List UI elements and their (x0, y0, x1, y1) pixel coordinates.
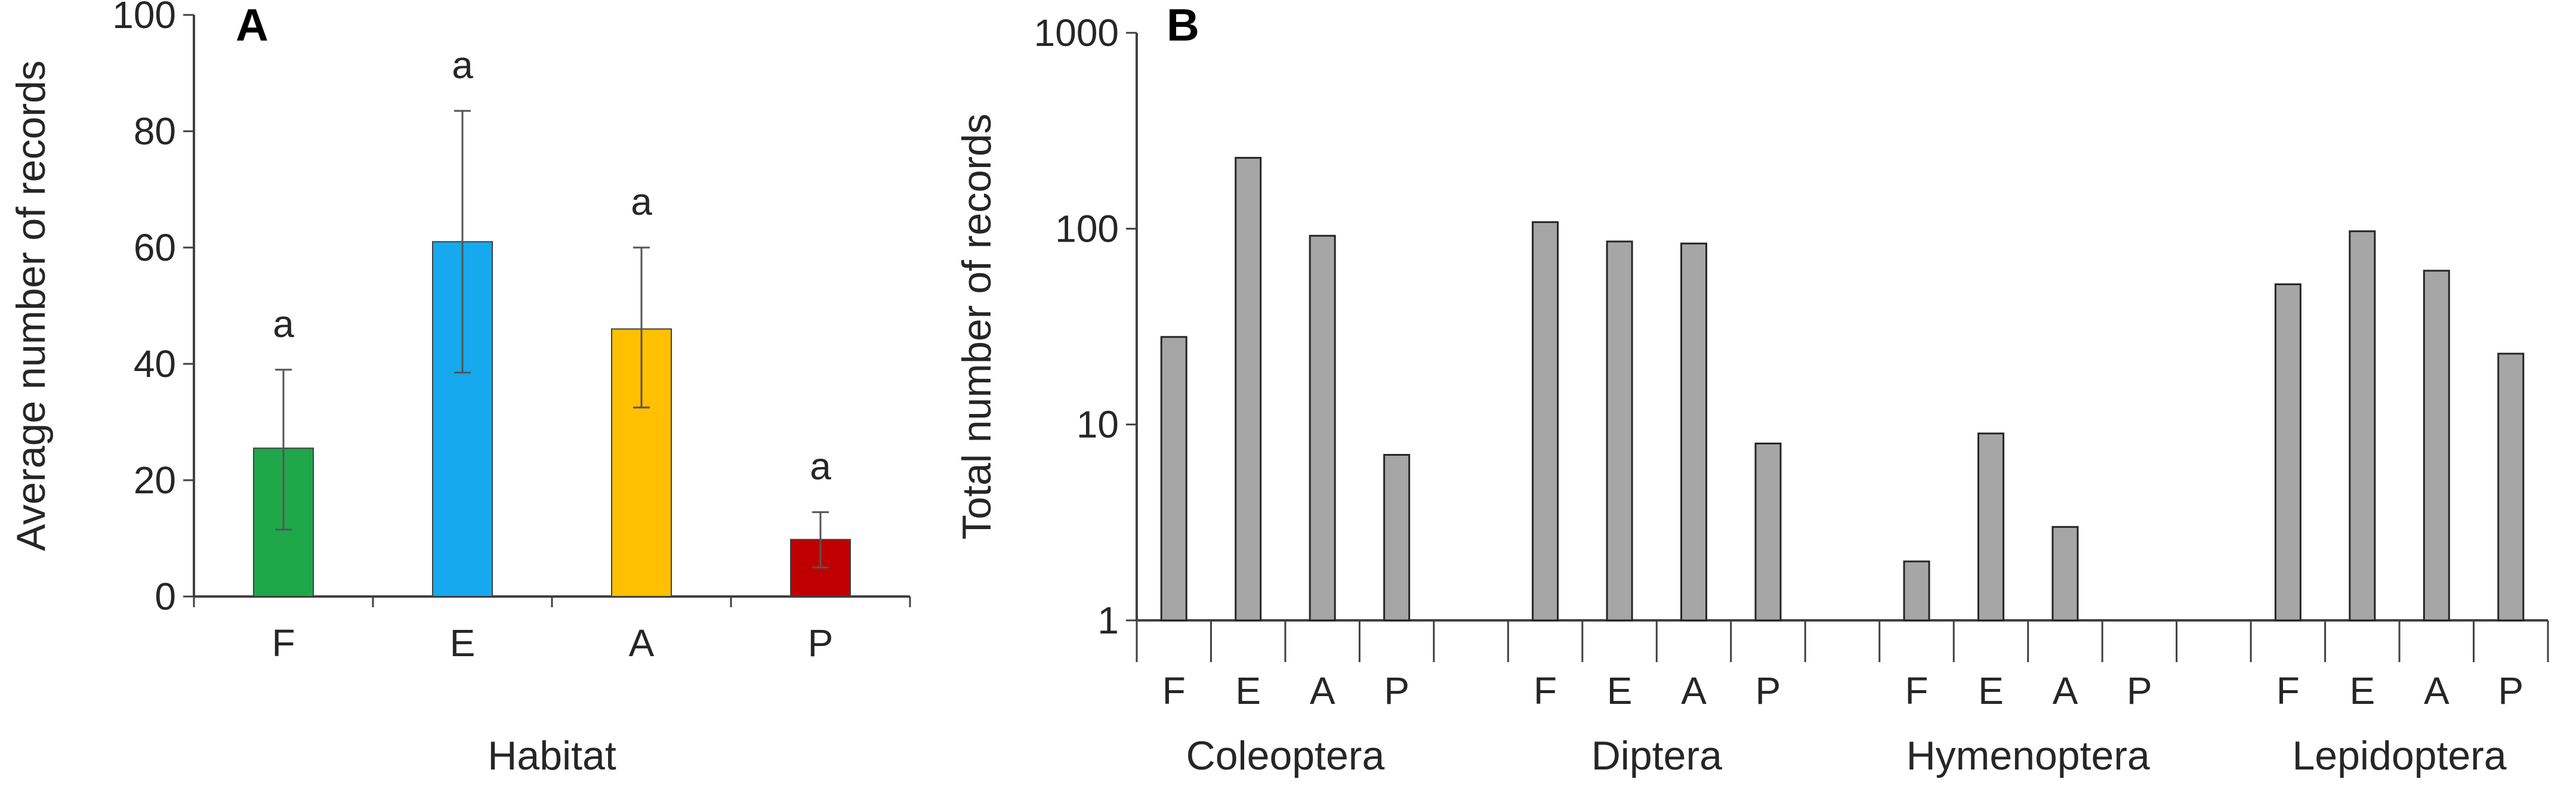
panel-b-bar-hymenoptera-A (2051, 526, 2079, 622)
panel-b-bar-lepidoptera-E (2349, 230, 2376, 622)
panel-a-y-axis-title: Average number of records (8, 60, 54, 551)
panel-b-bar-coleoptera-E (1235, 157, 1262, 622)
panel-b-bar-hymenoptera-E (1977, 432, 2004, 622)
panel-b-group-label: Diptera (1591, 733, 1722, 778)
panel-b-bar-coleoptera-A (1309, 234, 1336, 622)
panel-b-x-tick-label: A (1310, 669, 1335, 712)
panel-b-x-tick-label: E (1607, 669, 1633, 712)
panel-a-x-axis-title: Habitat (488, 733, 616, 778)
panel-a-y-tick-label: 40 (134, 342, 176, 385)
panel-b-group-label: Hymenoptera (1906, 733, 2150, 778)
panel-b-x-tick-label: E (1978, 669, 2004, 712)
panel-b-bar-lepidoptera-P (2497, 353, 2525, 622)
panel-b-x-tick-label: F (1905, 669, 1928, 712)
panel-a-x-tick-label: F (272, 622, 295, 665)
panel-b-letter: B (1167, 0, 1199, 51)
panel-b-y-tick-label: 1000 (1034, 11, 1119, 54)
panel-b-x-tick-label: P (1756, 669, 1781, 712)
panel-b-bar-diptera-E (1606, 240, 1633, 622)
panel-a-x-tick-label: P (808, 622, 834, 665)
panel-b-bar-chart: B 1 10 100 1000 F E A P F E A P F E A P F E A P Coleoptera… (954, 0, 2549, 778)
panel-b-y-tick-label: 1 (1097, 599, 1119, 642)
panel-b-x-tick-label: F (1534, 669, 1557, 712)
panel-b-x-tick-label: P (1384, 669, 1409, 712)
panel-b-y-axis-title: Total number of records (954, 113, 999, 539)
panel-a-y-tick-label: 100 (112, 0, 176, 36)
panel-b-bar-diptera-A (1680, 242, 1708, 622)
panel-a-y-tick-label: 60 (134, 226, 176, 269)
panel-b-bar-coleoptera-P (1383, 454, 1411, 622)
panel-b-x-tick-label: A (1681, 669, 1707, 712)
panel-a-y-tick-label: 20 (134, 459, 176, 502)
panel-a-bar-chart: A 0 20 40 60 80 100 a a a a F E A P Average number … (8, 0, 911, 778)
panel-b-x-tick-label: E (2349, 669, 2375, 712)
panel-b-x-tick-label: E (1235, 669, 1261, 712)
panel-b-bar-coleoptera-F (1160, 336, 1187, 622)
panel-b-x-tick-label: A (2424, 669, 2449, 712)
panel-b-group-label: Lepidoptera (2292, 733, 2506, 778)
panel-a-significance-label: a (452, 44, 473, 86)
panel-b-group-label: Coleoptera (1186, 733, 1385, 778)
panel-b-x-tick-label: P (2127, 669, 2152, 712)
panel-b-y-tick-label: 100 (1055, 207, 1119, 250)
panel-a-x-tick-label: A (629, 622, 655, 665)
panel-b-x-tick-label: A (2053, 669, 2078, 712)
panel-a-letter: A (236, 0, 269, 51)
panel-a-y-tick-label: 80 (134, 110, 176, 153)
panel-b-bar-lepidoptera-A (2423, 270, 2450, 622)
panel-b-y-tick-label: 10 (1076, 403, 1119, 446)
panel-a-significance-label: a (631, 180, 652, 223)
panel-b-x-tick-label: P (2498, 669, 2523, 712)
panel-a-significance-label: a (810, 445, 831, 488)
panel-a-significance-label: a (273, 302, 294, 345)
panel-b-bar-diptera-P (1754, 442, 1782, 622)
panel-b-bar-hymenoptera-F (1903, 560, 1930, 622)
panel-a-y-tick-label: 0 (155, 575, 176, 618)
panel-a-x-tick-label: E (450, 622, 476, 665)
panel-b-x-tick-label: F (2276, 669, 2300, 712)
panel-b-x-tick-label: F (1162, 669, 1186, 712)
panel-b-bar-diptera-F (1532, 221, 1559, 622)
panel-b-bar-lepidoptera-F (2274, 283, 2302, 622)
